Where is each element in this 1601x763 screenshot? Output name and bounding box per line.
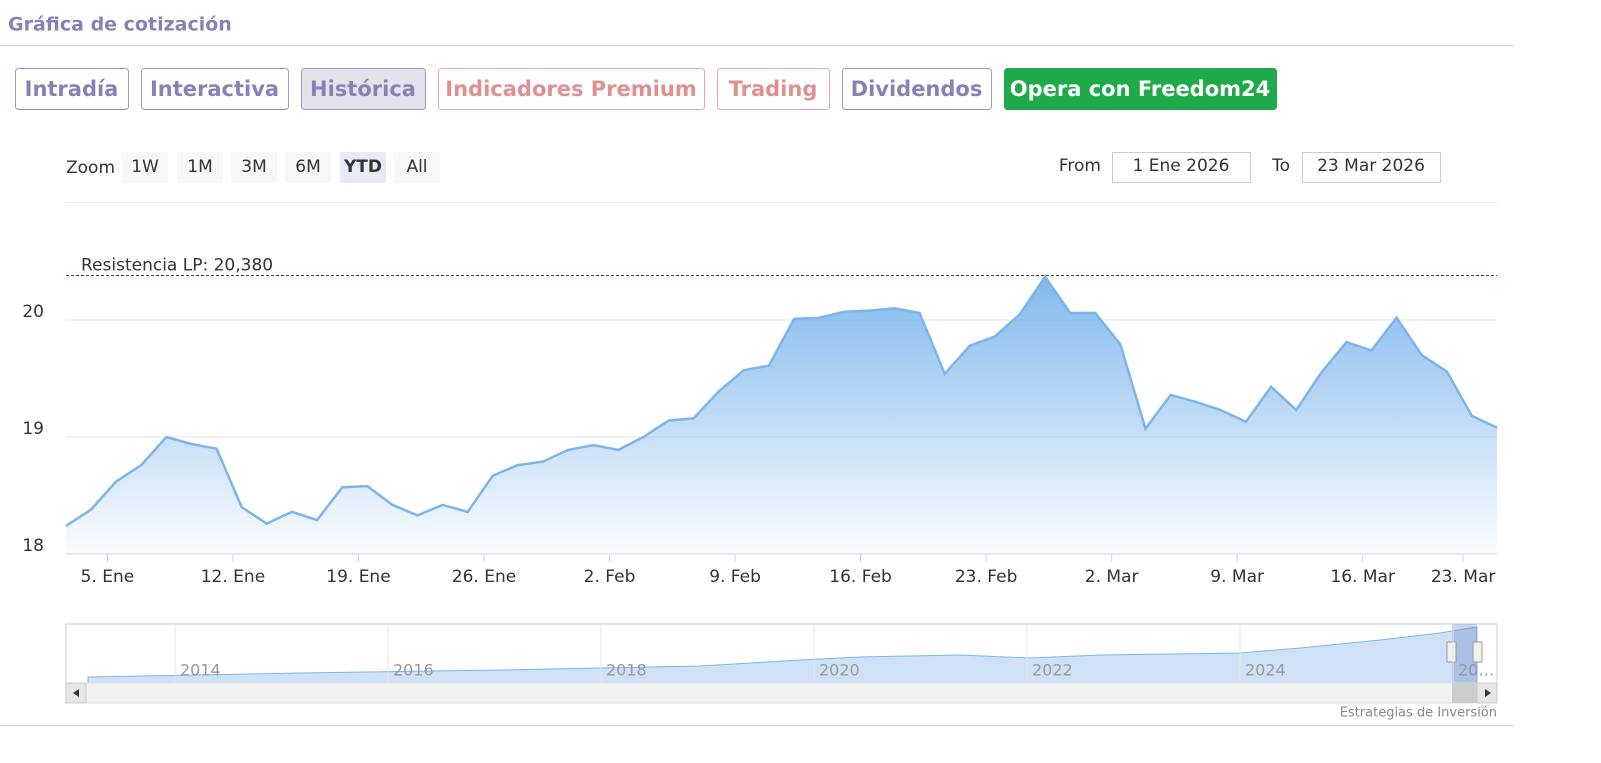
zoom-button[interactable] bbox=[394, 152, 440, 183]
tab-button[interactable] bbox=[842, 68, 992, 110]
x-tick-label: 5. Ene bbox=[81, 567, 135, 587]
scrollbar-track[interactable] bbox=[65, 682, 1498, 704]
tab-button[interactable] bbox=[438, 68, 705, 110]
tab-button[interactable] bbox=[1004, 68, 1277, 110]
zoom-button-label: 3M bbox=[241, 157, 266, 177]
area-line bbox=[65, 274, 1498, 527]
date-value: 1 Ene 2026 bbox=[1133, 156, 1230, 176]
range-label: From bbox=[1059, 156, 1101, 176]
zoom-button[interactable] bbox=[285, 152, 331, 183]
x-tick-label: 23. Mar bbox=[1431, 567, 1496, 587]
tab-button[interactable] bbox=[141, 68, 289, 110]
navigator-label: 20… bbox=[1458, 661, 1494, 680]
x-tick-label: 2. Mar bbox=[1085, 567, 1139, 587]
zoom-button-label: 6M bbox=[295, 157, 320, 177]
tab-label: Interactiva bbox=[150, 77, 279, 101]
x-tick-label: 12. Ene bbox=[201, 567, 265, 587]
x-tick-label: 26. Ene bbox=[452, 567, 516, 587]
navigator-handle[interactable] bbox=[1446, 641, 1457, 663]
navigator-label: 2024 bbox=[1245, 661, 1286, 680]
x-tick-label: 19. Ene bbox=[326, 567, 390, 587]
zoom-button-label: All bbox=[406, 157, 427, 177]
arrow-icon bbox=[73, 689, 79, 697]
x-tick-label: 23. Feb bbox=[955, 567, 1018, 587]
navigator-label: 2018 bbox=[606, 661, 647, 680]
x-tick-label: 2. Feb bbox=[584, 567, 636, 587]
x-tick-label: 16. Feb bbox=[829, 567, 892, 587]
zoom-button[interactable] bbox=[340, 152, 386, 183]
zoom-label: Zoom bbox=[66, 158, 115, 178]
scrollbar-thumb[interactable] bbox=[1452, 683, 1477, 703]
zoom-button-label: YTD bbox=[343, 157, 382, 177]
navigator-label: 2016 bbox=[393, 661, 434, 680]
tab-label: Opera con Freedom24 bbox=[1010, 77, 1271, 101]
tab-label: Indicadores Premium bbox=[445, 77, 696, 101]
zoom-button[interactable] bbox=[231, 152, 277, 183]
tab-button[interactable] bbox=[15, 68, 129, 110]
tab-label: Histórica bbox=[310, 77, 416, 101]
range-label: To bbox=[1271, 156, 1290, 176]
y-tick-label: 20 bbox=[22, 302, 44, 322]
arrow-icon bbox=[1485, 689, 1491, 697]
area-fill bbox=[66, 276, 1497, 554]
date-value: 23 Mar 2026 bbox=[1317, 156, 1425, 176]
tab-label: Trading bbox=[729, 77, 818, 101]
date-input[interactable] bbox=[1302, 152, 1441, 183]
zoom-button-label: 1W bbox=[131, 157, 159, 177]
navigator-label: 2022 bbox=[1032, 661, 1073, 680]
y-tick-label: 18 bbox=[22, 536, 44, 556]
tab-button[interactable] bbox=[717, 68, 830, 110]
x-tick-label: 16. Mar bbox=[1330, 567, 1395, 587]
zoom-button-label: 1M bbox=[187, 157, 212, 177]
zoom-button[interactable] bbox=[177, 152, 223, 183]
y-tick-label: 19 bbox=[22, 419, 44, 439]
resistance-label: Resistencia LP: 20,380 bbox=[81, 256, 273, 276]
navigator-label: 2020 bbox=[819, 661, 860, 680]
zoom-button[interactable] bbox=[122, 152, 168, 183]
widget-title: Gráfica de cotización bbox=[8, 14, 232, 36]
x-tick-label: 9. Mar bbox=[1210, 567, 1264, 587]
navigator-handle[interactable] bbox=[1472, 641, 1483, 663]
credit: Estrategias de Inversión bbox=[1340, 706, 1497, 721]
tab-label: Intradía bbox=[25, 77, 119, 101]
tab-label: Dividendos bbox=[851, 77, 983, 101]
navigator bbox=[65, 623, 1498, 704]
tab-button[interactable] bbox=[301, 68, 426, 110]
x-tick-label: 9. Feb bbox=[709, 567, 761, 587]
navigator-label: 2014 bbox=[180, 661, 221, 680]
date-input[interactable] bbox=[1112, 152, 1251, 183]
